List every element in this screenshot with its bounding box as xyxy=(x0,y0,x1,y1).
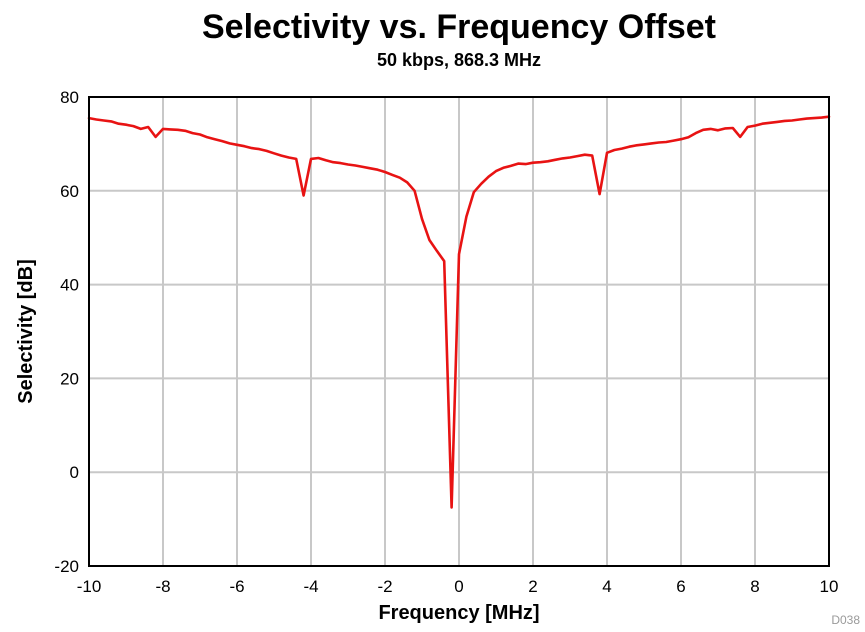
grid xyxy=(88,96,830,567)
x-tick-label: -6 xyxy=(229,577,244,596)
y-tick-label: -20 xyxy=(54,557,79,576)
plot-area-frame xyxy=(88,96,830,567)
x-tick-label: 0 xyxy=(454,577,463,596)
series-layer xyxy=(87,115,831,509)
x-tick-label: -4 xyxy=(303,577,318,596)
x-axis-ticks: -10 -8 -6 -4 -2 0 2 4 6 8 10 xyxy=(77,577,839,596)
y-tick-label: 40 xyxy=(60,276,79,295)
y-axis-ticks: -20 0 20 40 60 80 xyxy=(54,88,79,576)
x-tick-label: 6 xyxy=(676,577,685,596)
chart-subtitle: 50 kbps, 868.3 MHz xyxy=(377,50,541,70)
y-axis-label: Selectivity [dB] xyxy=(15,259,37,403)
x-tick-label: -10 xyxy=(77,577,102,596)
x-tick-label: -2 xyxy=(377,577,392,596)
chart-title: Selectivity vs. Frequency Offset xyxy=(202,8,716,46)
y-tick-label: 0 xyxy=(70,463,79,482)
x-tick-label: 10 xyxy=(820,577,839,596)
x-tick-label: -8 xyxy=(155,577,170,596)
x-axis-label: Frequency [MHz] xyxy=(378,602,539,624)
figure-id-watermark: D038 xyxy=(831,613,860,627)
y-tick-label: 80 xyxy=(60,88,79,107)
series-line xyxy=(87,115,831,509)
x-tick-label: 4 xyxy=(602,577,611,596)
y-tick-label: 60 xyxy=(60,182,79,201)
x-tick-label: 2 xyxy=(528,577,537,596)
x-tick-label: 8 xyxy=(750,577,759,596)
y-tick-label: 20 xyxy=(60,369,79,388)
